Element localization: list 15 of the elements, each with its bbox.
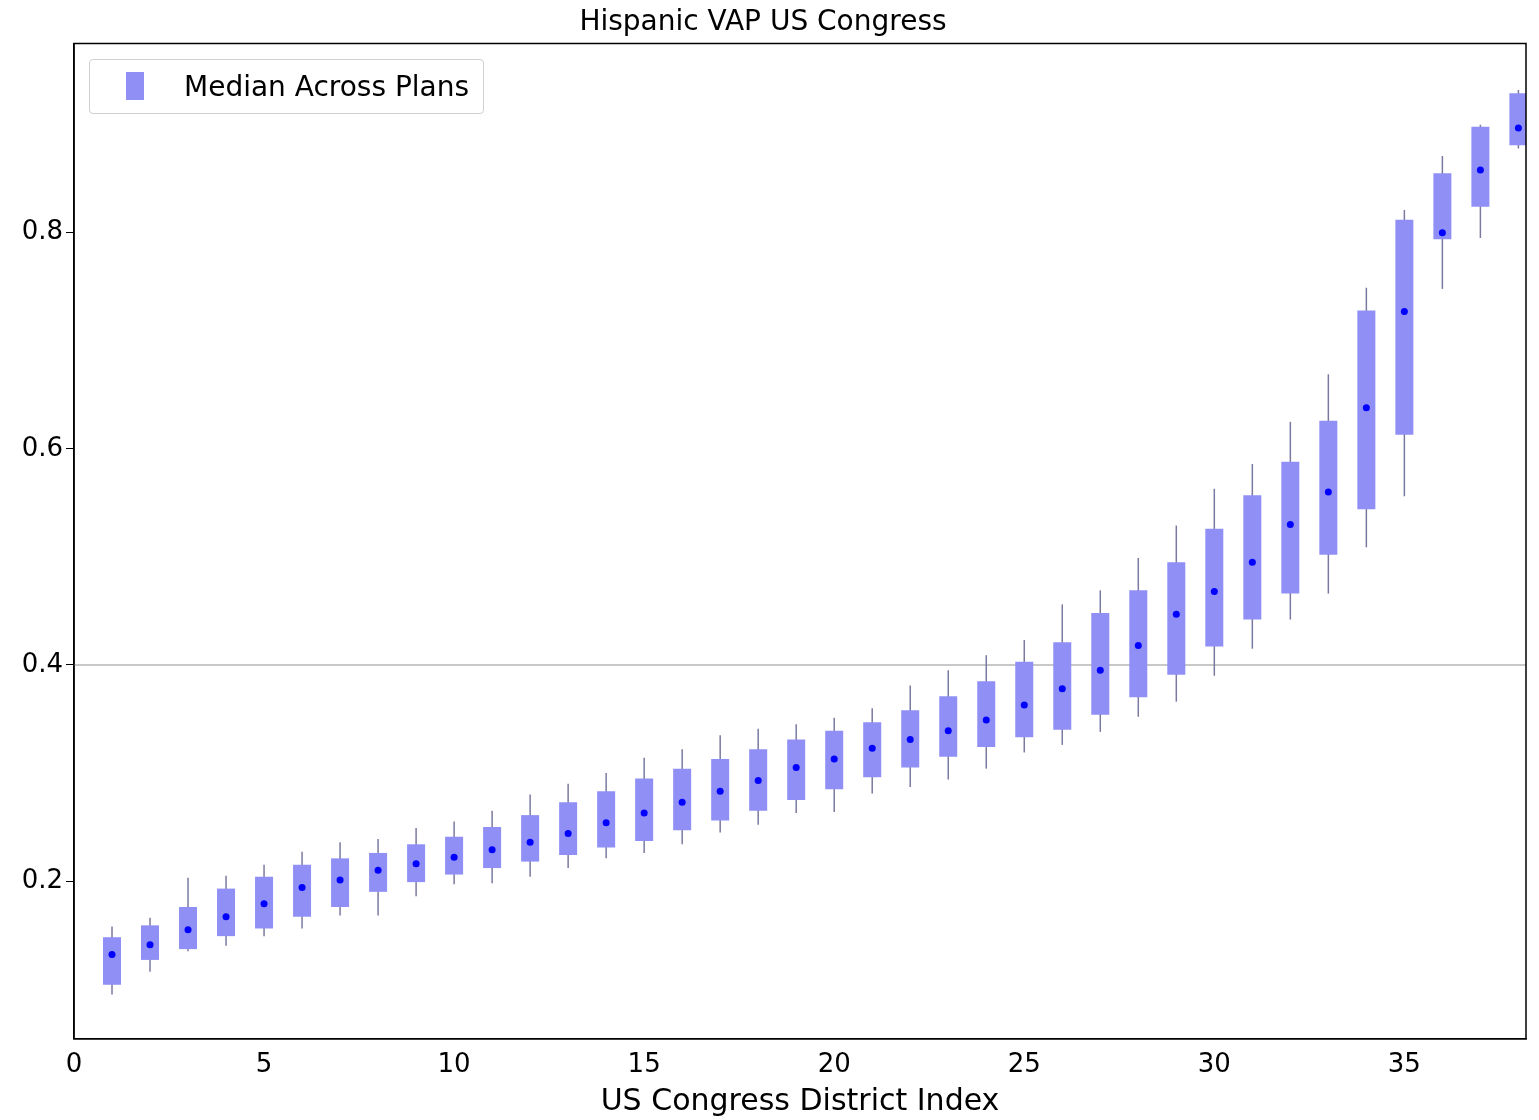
x-tick-label: 5 <box>255 1048 273 1079</box>
x-tick-label: 35 <box>1387 1048 1421 1079</box>
x-axis-title: US Congress District Index <box>600 1081 1000 1117</box>
chart-title: Hispanic VAP US Congress <box>579 4 947 38</box>
x-tick-label: 10 <box>437 1048 471 1079</box>
y-tick-label: 0.8 <box>21 215 63 246</box>
y-tick-label: 0.6 <box>21 431 63 462</box>
y-tick-label: 0.4 <box>21 647 63 678</box>
legend-label: Median Across Plans <box>184 69 470 103</box>
x-tick-label: 25 <box>1007 1048 1041 1079</box>
x-tick-label: 15 <box>627 1048 661 1079</box>
x-tick-label: 20 <box>817 1048 851 1079</box>
x-tick-label: 0 <box>65 1048 83 1079</box>
y-tick-label: 0.2 <box>21 863 63 894</box>
x-tick-label: 30 <box>1197 1048 1231 1079</box>
